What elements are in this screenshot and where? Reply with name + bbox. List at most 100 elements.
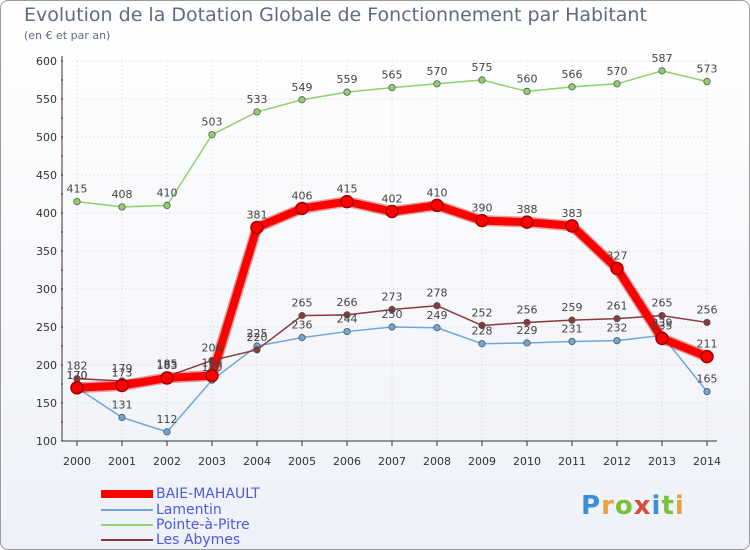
data-label-les-abymes-2009: 252 xyxy=(472,306,493,319)
legend-label-pointe-a-pitre: Pointe-à-Pitre xyxy=(156,517,250,533)
point-pointe-a-pitre-2014 xyxy=(703,77,711,86)
x-tick-label: 2000 xyxy=(63,455,91,468)
data-label-les-abymes-2005: 265 xyxy=(292,297,313,310)
y-tick-label: 300 xyxy=(36,283,57,296)
point-lamentin-2012 xyxy=(613,337,621,345)
data-label-les-abymes-2011: 259 xyxy=(562,301,583,314)
x-tick-label: 2007 xyxy=(378,455,406,468)
point-les-abymes-2009 xyxy=(478,321,486,330)
data-label-les-abymes-2010: 256 xyxy=(517,303,538,316)
point-lamentin-2008 xyxy=(433,324,441,332)
point-les-abymes-2006 xyxy=(343,311,351,319)
chart-subtitle: (en € et par an) xyxy=(24,29,111,42)
point-baie-mahault-2010 xyxy=(520,215,534,229)
data-label-pointe-a-pitre-2003: 503 xyxy=(202,116,223,129)
point-baie-mahault-2007 xyxy=(385,204,399,219)
point-pointe-a-pitre-2012 xyxy=(613,80,621,88)
logo-letter: x xyxy=(633,491,652,521)
data-label-baie-mahault-2006: 415 xyxy=(337,183,358,196)
data-label-pointe-a-pitre-2011: 566 xyxy=(562,68,583,81)
y-tick-label: 350 xyxy=(36,245,57,258)
data-label-lamentin-2009: 228 xyxy=(472,325,493,338)
data-label-pointe-a-pitre-2010: 560 xyxy=(517,72,538,85)
data-label-lamentin-2006: 244 xyxy=(337,313,358,326)
data-label-lamentin-2003: 180 xyxy=(202,361,223,374)
data-label-baie-mahault-2011: 383 xyxy=(562,207,583,220)
point-pointe-a-pitre-2003 xyxy=(208,131,216,139)
x-tick-label: 2005 xyxy=(288,455,316,468)
point-les-abymes-2004 xyxy=(253,346,261,354)
data-label-les-abymes-2001: 179 xyxy=(112,362,133,375)
legend-item-baie-mahault[interactable]: BAIE-MAHAULT xyxy=(101,487,260,501)
legend-item-les-abymes[interactable]: Les Abymes xyxy=(101,533,240,547)
legend-label-lamentin: Lamentin xyxy=(156,502,222,518)
data-label-pointe-a-pitre-2001: 408 xyxy=(112,188,133,201)
data-label-lamentin-2004: 225 xyxy=(247,327,268,340)
data-label-pointe-a-pitre-2006: 559 xyxy=(337,73,358,86)
logo-letter: o xyxy=(614,491,634,521)
point-lamentin-2014 xyxy=(703,387,711,396)
point-pointe-a-pitre-2008 xyxy=(433,80,441,88)
data-label-lamentin-2005: 236 xyxy=(292,319,313,332)
point-pointe-a-pitre-2011 xyxy=(568,83,576,91)
point-les-abymes-2008 xyxy=(433,302,441,310)
point-les-abymes-2013 xyxy=(658,311,666,320)
point-baie-mahault-2004 xyxy=(250,220,264,235)
y-tick-label: 500 xyxy=(36,131,57,144)
y-tick-label: 400 xyxy=(36,207,57,220)
data-label-pointe-a-pitre-2007: 565 xyxy=(382,69,403,82)
data-label-baie-mahault-2003: 186 xyxy=(202,357,223,370)
point-lamentin-2005 xyxy=(298,334,306,342)
data-label-lamentin-2012: 232 xyxy=(607,322,628,335)
data-label-les-abymes-2003: 206 xyxy=(202,341,223,354)
data-label-lamentin-2011: 231 xyxy=(562,322,583,335)
proxiti-logo: Proxiti xyxy=(581,491,685,521)
chart-data-labels: 170 131 112 180 225 236 244 250 249 228 229 231 232 2… xyxy=(67,52,718,426)
point-les-abymes-2014 xyxy=(703,318,711,327)
x-tick-label: 2009 xyxy=(468,455,496,468)
point-baie-mahault-2013 xyxy=(655,331,669,346)
data-label-lamentin-2001: 131 xyxy=(112,398,133,411)
data-label-baie-mahault-2005: 406 xyxy=(292,189,313,202)
data-label-les-abymes-2013: 265 xyxy=(652,297,673,310)
point-lamentin-2010 xyxy=(523,339,531,347)
point-pointe-a-pitre-2010 xyxy=(523,87,531,96)
logo-letter: P xyxy=(581,491,602,521)
data-label-pointe-a-pitre-2012: 570 xyxy=(607,65,628,78)
point-pointe-a-pitre-2002 xyxy=(163,201,171,209)
logo-letter: i xyxy=(674,491,685,521)
point-lamentin-2007 xyxy=(388,323,396,331)
data-label-lamentin-2014: 165 xyxy=(697,373,718,386)
data-label-lamentin-2002: 112 xyxy=(157,413,178,426)
data-label-les-abymes-2000: 182 xyxy=(67,360,88,373)
x-tick-label: 2003 xyxy=(198,455,226,468)
x-tick-label: 2008 xyxy=(423,455,451,468)
x-tick-label: 2004 xyxy=(243,455,271,468)
data-label-les-abymes-2008: 278 xyxy=(427,287,448,300)
legend-swatch-les-abymes xyxy=(101,539,153,541)
x-tick-label: 2012 xyxy=(603,455,631,468)
data-label-les-abymes-2004: 220 xyxy=(247,331,268,344)
data-label-les-abymes-2012: 261 xyxy=(607,300,628,313)
legend-item-lamentin[interactable]: Lamentin xyxy=(101,503,222,517)
point-baie-mahault-2014 xyxy=(700,349,714,364)
point-les-abymes-2005 xyxy=(298,311,306,320)
chart-title: Evolution de la Dotation Globale de Fonc… xyxy=(24,4,647,26)
y-tick-label: 250 xyxy=(36,321,57,334)
data-label-baie-mahault-2009: 390 xyxy=(472,202,493,215)
point-baie-mahault-2009 xyxy=(475,213,489,228)
chart-series xyxy=(70,67,714,436)
legend-label-baie-mahault: BAIE-MAHAULT xyxy=(156,486,260,502)
logo-letter: t xyxy=(661,491,675,521)
legend-item-pointe-a-pitre[interactable]: Pointe-à-Pitre xyxy=(101,518,250,532)
data-label-baie-mahault-2007: 402 xyxy=(382,192,403,205)
data-label-baie-mahault-2000: 170 xyxy=(67,369,88,382)
logo-letter: r xyxy=(601,491,615,521)
point-pointe-a-pitre-2013 xyxy=(658,67,666,75)
y-tick-label: 550 xyxy=(36,93,57,106)
legend-swatch-pointe-a-pitre xyxy=(101,524,153,526)
logo-letter: i xyxy=(651,491,662,521)
data-label-baie-mahault-2008: 410 xyxy=(427,186,448,199)
point-lamentin-2009 xyxy=(478,340,486,348)
point-baie-mahault-2011 xyxy=(565,219,579,233)
